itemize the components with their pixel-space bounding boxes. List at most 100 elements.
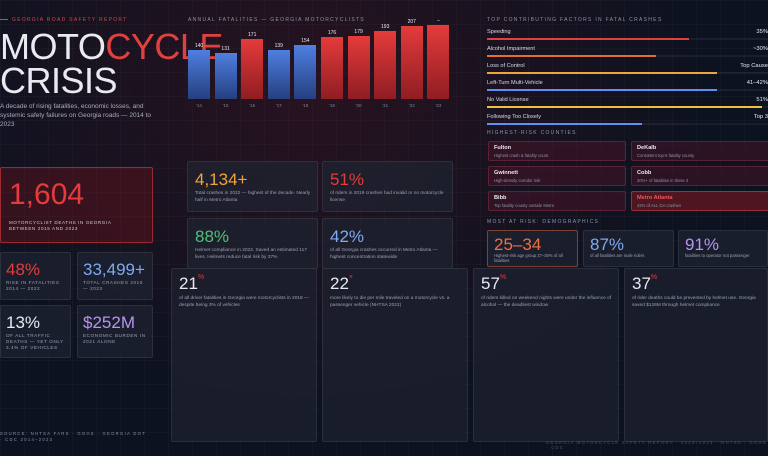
chart-x-tick: '20 bbox=[355, 103, 362, 108]
stat-caption: Of all traffic deaths — yet only 3.4% of… bbox=[6, 333, 64, 350]
factor-label: Left-Turn Multi-Vehicle bbox=[487, 80, 543, 86]
bottom-stat-unit: % bbox=[499, 274, 507, 281]
chart-bar-label: 179 bbox=[354, 29, 363, 35]
county-card: Cobb 20%+ of fatalities in these 3 bbox=[631, 166, 768, 186]
stat-card-total-crashes: 4,134+ Total crashes in 2022 — highest o… bbox=[187, 161, 318, 212]
chart-x-tick: '19 bbox=[329, 103, 335, 108]
chart-bar bbox=[400, 26, 423, 99]
chart-bar bbox=[188, 50, 210, 99]
chart-bar bbox=[294, 45, 317, 99]
factor-row: No Valid License 51% bbox=[487, 97, 768, 112]
demo-desc: of all fatalities are male riders bbox=[590, 253, 645, 258]
factor-row: Following Too Closely Top 3 bbox=[487, 114, 768, 129]
factor-label: Alcohol Impairment bbox=[487, 46, 535, 52]
page-subtitle: A decade of rising fatalities, economic … bbox=[0, 103, 152, 128]
factor-label: Following Too Closely bbox=[487, 114, 541, 120]
bottom-stat-driver-share: 21% of all driver fatalities in Georgia … bbox=[171, 268, 317, 442]
county-name: Gwinnett bbox=[494, 170, 518, 176]
county-desc: 20%+ of fatalities in these 3 bbox=[637, 178, 689, 183]
county-card: Bibb Top fatality county outside Metro bbox=[488, 191, 626, 211]
bottom-stat-alcohol: 57% of riders killed on weekend nights w… bbox=[473, 268, 619, 442]
stat-value: 33,499+ bbox=[83, 260, 145, 279]
factor-row: Loss of Control Top Cause bbox=[487, 63, 768, 78]
factor-track bbox=[487, 55, 768, 57]
chart-bar bbox=[427, 25, 450, 99]
chart-x-tick: '23 bbox=[435, 103, 442, 108]
stat-desc: of all Georgia crashes occurred in Metro… bbox=[330, 248, 438, 260]
chart-bar bbox=[321, 37, 343, 99]
bottom-stat-unit: % bbox=[197, 274, 205, 281]
factor-value: Top Cause bbox=[740, 63, 768, 69]
stat-desc: of riders in 2019 crashes had invalid or… bbox=[330, 191, 444, 203]
factor-row: Speeding 35% bbox=[487, 29, 768, 44]
bottom-stat-value: 22 bbox=[330, 274, 349, 293]
chart-bar-label: 171 bbox=[248, 32, 257, 38]
county-name: Cobb bbox=[637, 170, 652, 176]
chart-x-tick: '16 bbox=[249, 103, 256, 108]
bottom-stat-desc: of rider deaths could be prevented by he… bbox=[632, 296, 756, 308]
county-name: Bibb bbox=[494, 195, 507, 201]
county-card: DeKalb Consistent top-5 fatality county bbox=[631, 141, 768, 161]
source-note: Source: NHTSA FARS · GOHS · Georgia DOT … bbox=[0, 431, 147, 442]
stat-desc: Helmet compliance in 2022. Saved an esti… bbox=[195, 248, 307, 260]
report-kicker: Georgia Road Safety Report bbox=[0, 17, 128, 23]
bottom-stat-desc: of riders killed on weekend nights were … bbox=[481, 296, 612, 308]
stat-card-economic: $252M Economic burden in 2021 alone bbox=[77, 305, 153, 358]
hero-stat-value: 1,604 bbox=[9, 178, 85, 211]
stat-value: 48% bbox=[6, 260, 41, 279]
bottom-stat-desc: more likely to die per mile traveled on … bbox=[330, 296, 450, 308]
chart-bar bbox=[347, 36, 370, 99]
bottom-stat-per-mile: 22× more likely to die per mile traveled… bbox=[322, 268, 468, 442]
chart-bar bbox=[214, 53, 237, 99]
demo-value: 25–34 bbox=[494, 235, 542, 254]
factor-track bbox=[487, 123, 768, 125]
county-name: Metro Atlanta bbox=[637, 195, 673, 201]
stat-value: 88% bbox=[195, 227, 230, 246]
stat-desc: Total crashes in 2022 — highest of the d… bbox=[195, 191, 311, 203]
bottom-stat-value: 57 bbox=[481, 274, 500, 293]
factor-label: Loss of Control bbox=[487, 63, 525, 69]
county-card: Fulton Highest crash & fatality count bbox=[488, 141, 626, 161]
chart-bar-label: 139 bbox=[274, 43, 283, 49]
stat-value: 4,134+ bbox=[195, 170, 248, 189]
stat-card-helmet: 88% Helmet compliance in 2022. Saved an … bbox=[187, 218, 318, 269]
stat-value: 42% bbox=[330, 227, 365, 246]
demo-value: 87% bbox=[590, 235, 625, 254]
stat-value: $252M bbox=[83, 313, 135, 332]
stat-card-crashes: 33,499+ Total crashes 2015 — 2023 bbox=[77, 252, 153, 300]
hero-stat-caption: Motorcyclist deaths in Georgia between 2… bbox=[9, 220, 112, 231]
chart-x-tick: '14 bbox=[196, 103, 202, 108]
chart-bar-label: 176 bbox=[327, 30, 337, 36]
demographics-title: Most at Risk: Demographics bbox=[487, 219, 600, 225]
factor-track bbox=[487, 89, 768, 91]
stat-value: 13% bbox=[6, 313, 41, 332]
factor-fill bbox=[487, 55, 656, 57]
stat-value: 51% bbox=[330, 170, 365, 189]
chart-bar bbox=[267, 50, 290, 99]
bottom-stat-unit: × bbox=[348, 274, 354, 281]
county-desc: High-density corridor risk bbox=[494, 178, 541, 183]
county-desc: Top fatality county outside Metro bbox=[494, 203, 555, 208]
bottom-stat-value: 37 bbox=[632, 274, 651, 293]
factor-track bbox=[487, 38, 768, 40]
demo-value: 91% bbox=[685, 235, 720, 254]
chart-bar bbox=[374, 31, 397, 99]
stat-card-share: 13% Of all traffic deaths — yet only 3.4… bbox=[0, 305, 71, 358]
bottom-stat-desc: of all driver fatalities in Georgia were… bbox=[179, 296, 309, 308]
county-card: Metro Atlanta 42% of ALL GA crashes bbox=[631, 191, 768, 211]
county-desc: Consistent top-5 fatality county bbox=[637, 153, 695, 158]
fatalities-bar-chart: 140 '14 131 '15 171 '16 139 '17 154 '18 176 '19 179 '… bbox=[186, 18, 456, 110]
page-title: MOTOCYCLE CRISIS bbox=[0, 26, 223, 101]
county-desc: 42% of ALL GA crashes bbox=[637, 203, 682, 208]
county-name: DeKalb bbox=[637, 145, 657, 151]
chart-bar-label: – bbox=[437, 18, 440, 24]
chart-title: Annual Fatalities — Georgia Motorcyclist… bbox=[188, 17, 366, 23]
factor-label: Speeding bbox=[487, 29, 511, 35]
chart-bar bbox=[241, 39, 264, 99]
chart-bar-label: 154 bbox=[301, 38, 310, 44]
counties-title: Highest-Risk Counties bbox=[487, 130, 577, 136]
stat-caption: Total crashes 2015 — 2023 bbox=[83, 280, 143, 291]
factor-label: No Valid License bbox=[487, 97, 529, 103]
demo-desc: Highest-risk age group 27–30% of all fat… bbox=[494, 253, 563, 263]
chart-x-tick: '15 bbox=[222, 103, 229, 108]
